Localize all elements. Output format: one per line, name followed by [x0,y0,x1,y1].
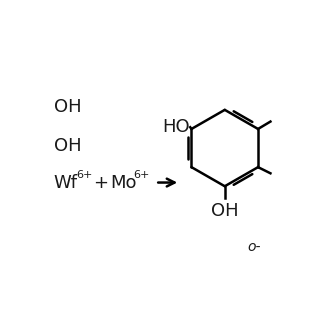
Text: 6+: 6+ [77,170,93,180]
Text: 6+: 6+ [134,170,150,180]
Text: o-: o- [247,240,260,254]
Text: OH: OH [54,98,81,116]
Text: HO: HO [163,118,190,136]
Text: +: + [93,173,108,192]
Text: OH: OH [211,202,239,220]
Text: OH: OH [54,137,81,155]
Text: Mo: Mo [111,173,137,192]
Text: Wf: Wf [54,173,78,192]
